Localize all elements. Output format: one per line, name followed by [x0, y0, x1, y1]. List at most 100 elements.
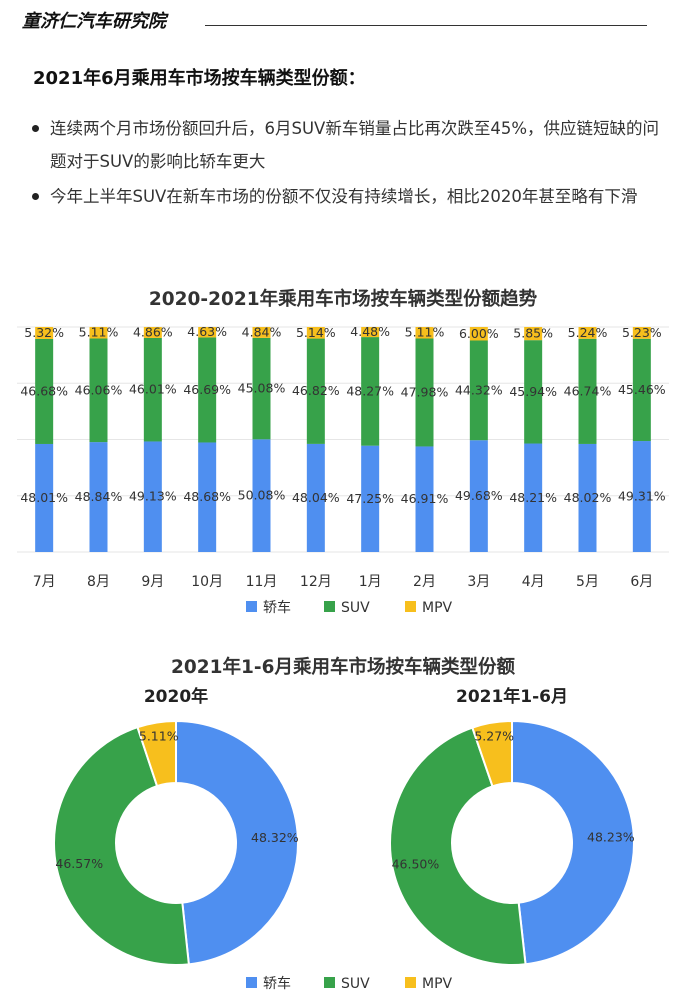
donut-subtitle: 2020年	[144, 686, 208, 707]
bar-chart-legend: 轿车 SUV MPV	[246, 599, 453, 616]
donut-slice-sedan	[175, 719, 299, 966]
x-tick-label: 5月	[576, 574, 599, 590]
data-label-suv: 47.98%	[401, 384, 449, 399]
bar-segment-mpv	[578, 327, 597, 339]
data-label-sedan: 46.91%	[401, 491, 449, 506]
bar-segment-sedan	[524, 443, 543, 552]
header-divider	[205, 25, 647, 26]
bullet-item: 连续两个月市场份额回升后，6月SUV新车销量占比再次跌至45%，供应链短缺的问题…	[30, 112, 660, 178]
bar-segment-mpv	[143, 327, 162, 338]
donut-slice-suv	[53, 725, 190, 966]
legend-label-mpv: MPV	[422, 976, 453, 992]
data-label-suv: 45.94%	[509, 384, 557, 399]
bar-segment-mpv	[361, 327, 380, 338]
data-label-sedan: 50.08%	[238, 488, 286, 503]
donut-label-mpv: 5.11%	[139, 728, 179, 743]
data-label-mpv: 6.00%	[459, 326, 499, 341]
donut-slice-mpv	[136, 719, 177, 788]
donut-group: 2020年 48.32% 46.57% 5.11% 2021年1-6月 48.23% 46.…	[53, 686, 635, 966]
bar-segment-suv	[361, 337, 380, 446]
bar-chart-x-axis: 7月 8月 9月 10月 11月 12月 1月 2月 3月 4月 5月 6月	[33, 574, 654, 590]
x-tick-label: 10月	[191, 574, 223, 590]
bullet-dot-icon	[32, 125, 39, 132]
data-label-mpv: 5.14%	[296, 325, 336, 340]
data-label-mpv: 5.32%	[24, 325, 64, 340]
bar-segment-sedan	[252, 439, 271, 552]
data-label-mpv: 5.23%	[622, 325, 662, 340]
data-label-sedan: 49.68%	[455, 488, 503, 503]
data-label-sedan: 48.68%	[183, 489, 231, 504]
bar-segment-suv	[578, 338, 597, 444]
bullet-text: 今年上半年SUV在新车市场的份额不仅没有持续增长，相比2020年甚至略有下滑	[50, 187, 638, 206]
x-tick-label: 9月	[141, 574, 164, 590]
data-label-mpv: 5.11%	[405, 325, 445, 340]
data-label-sedan: 48.01%	[20, 490, 68, 505]
donut-label-mpv: 5.27%	[474, 728, 514, 743]
bullet-text: 连续两个月市场份额回升后，6月SUV新车销量占比再次跌至45%，供应链短缺的问题…	[50, 119, 660, 171]
x-tick-label: 11月	[246, 574, 278, 590]
bar-segment-mpv	[469, 327, 488, 341]
donut-label-sedan: 48.32%	[251, 830, 299, 845]
legend-swatch-suv	[324, 977, 335, 988]
bar-segment-mpv	[632, 327, 651, 339]
donut-label-sedan: 48.23%	[587, 829, 635, 844]
legend-swatch-sedan	[246, 601, 257, 612]
bar-segment-sedan	[306, 443, 325, 552]
bar-segment-suv	[89, 338, 108, 443]
data-label-suv: 45.08%	[238, 381, 286, 396]
bar-segment-sedan	[143, 441, 162, 552]
data-label-sedan: 47.25%	[346, 491, 394, 506]
data-label-mpv: 5.24%	[568, 325, 608, 340]
x-tick-label: 4月	[522, 574, 545, 590]
x-tick-label: 7月	[33, 574, 56, 590]
bullet-item: 今年上半年SUV在新车市场的份额不仅没有持续增长，相比2020年甚至略有下滑	[30, 180, 660, 213]
data-label-sedan: 48.84%	[75, 489, 123, 504]
bar-segment-sedan	[35, 443, 54, 552]
bar-segment-mpv	[35, 326, 54, 339]
x-tick-label: 8月	[87, 574, 110, 590]
donut-slice-suv	[389, 726, 527, 966]
data-label-suv: 46.06%	[75, 382, 123, 397]
bar-segment-mpv	[89, 326, 108, 339]
bar-segment-mpv	[524, 327, 543, 341]
data-label-sedan: 49.31%	[618, 489, 666, 504]
legend-label-suv: SUV	[341, 600, 370, 616]
donut-label-suv: 46.50%	[392, 857, 440, 872]
brand-title: 童济仁汽车研究院	[22, 11, 166, 32]
data-label-suv: 45.46%	[618, 382, 666, 397]
data-label-mpv: 5.85%	[513, 326, 553, 341]
data-label-suv: 44.32%	[455, 382, 503, 397]
pie-chart-legend: 轿车 SUV MPV	[246, 975, 453, 992]
bar-segment-sedan	[469, 440, 488, 552]
x-tick-label: 2月	[413, 574, 436, 590]
data-label-suv: 46.82%	[292, 383, 340, 398]
bar-segment-sedan	[361, 445, 380, 552]
bar-segment-mpv	[415, 327, 434, 339]
donut-subtitle: 2021年1-6月	[456, 686, 568, 707]
pie-chart-title: 2021年1-6月乘用车市场按车辆类型份额	[171, 656, 515, 678]
bar-segment-sedan	[89, 442, 108, 552]
legend-label-mpv: MPV	[422, 600, 453, 616]
data-label-suv: 46.68%	[20, 383, 68, 398]
bar-segment-sedan	[415, 446, 434, 552]
bar-segment-mpv	[306, 327, 325, 339]
legend-swatch-suv	[324, 601, 335, 612]
x-tick-label: 1月	[359, 574, 382, 590]
bar-segment-mpv	[252, 327, 271, 338]
bar-segment-suv	[306, 338, 325, 444]
data-label-mpv: 4.63%	[187, 324, 227, 339]
bar-segment-sedan	[198, 442, 217, 552]
data-label-sedan: 49.13%	[129, 489, 177, 504]
section-heading: 2021年6月乘用车市场按车辆类型份额：	[33, 68, 366, 89]
bar-segment-suv	[415, 338, 434, 447]
donut-slice-mpv	[471, 719, 513, 788]
data-label-suv: 46.74%	[564, 383, 612, 398]
bar-segment-suv	[469, 340, 488, 441]
bar-chart-grid	[17, 326, 669, 553]
data-label-sedan: 48.04%	[292, 490, 340, 505]
data-label-mpv: 4.84%	[242, 324, 282, 339]
legend-swatch-sedan	[246, 977, 257, 988]
data-label-mpv: 4.48%	[350, 324, 390, 339]
bar-segment-suv	[632, 338, 651, 442]
legend-label-suv: SUV	[341, 976, 370, 992]
